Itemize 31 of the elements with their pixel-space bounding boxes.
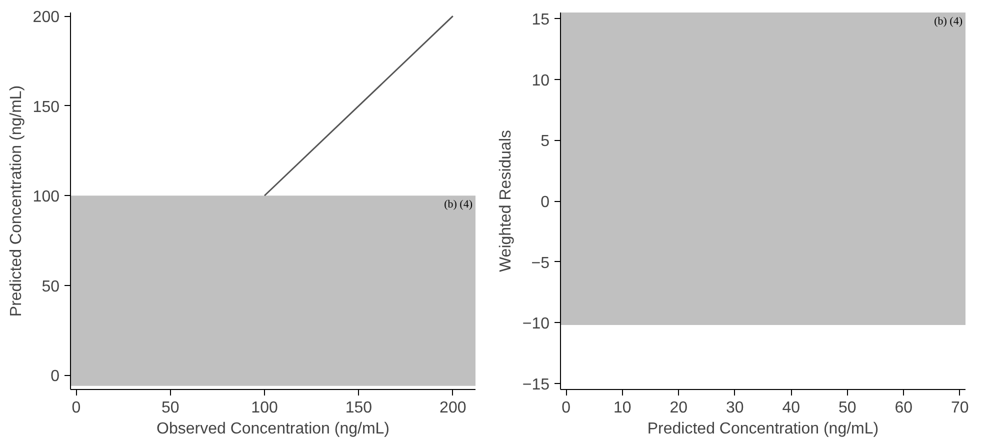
y-tick-label: −10	[522, 316, 550, 333]
x-tick-label: 10	[613, 400, 632, 416]
x-tick-label: 40	[782, 400, 800, 416]
x-axis-title: Observed Concentration (ng/mL)	[156, 420, 390, 438]
y-tick-label: −5	[531, 254, 550, 272]
x-tick-label: 100	[251, 400, 278, 416]
y-tick-label: 15	[532, 12, 550, 29]
y-tick-label: 50	[42, 278, 60, 296]
y-tick-label: 0	[50, 368, 60, 386]
x-tick-label: 30	[726, 400, 744, 416]
y-tick-label: 0	[540, 194, 550, 211]
x-tick-label: 60	[894, 400, 913, 416]
x-tick-label: 0	[562, 400, 571, 416]
x-tick-label: 20	[670, 400, 688, 416]
x-tick-label: 70	[950, 400, 969, 416]
y-axis-title: Predicted Concentration (ng/mL)	[8, 85, 25, 317]
annotation: (b) (4)	[444, 198, 473, 211]
x-tick-label: 50	[838, 400, 856, 416]
y-tick-label: −15	[522, 376, 550, 394]
x-tick-label: 50	[161, 400, 180, 416]
y-tick-label: 100	[32, 188, 60, 206]
y-tick-label: 200	[32, 9, 60, 26]
x-axis-title: Predicted Concentration (ng/mL)	[647, 420, 879, 438]
x-tick-label: 200	[440, 400, 466, 416]
x-tick-label: 0	[72, 400, 81, 416]
y-tick-label: 10	[532, 72, 550, 90]
y-axis-title: Weighted Residuals	[497, 130, 514, 272]
x-tick-label: 150	[345, 400, 372, 416]
annotation: (b) (4)	[934, 16, 963, 28]
y-tick-label: 5	[540, 133, 550, 150]
y-tick-label: 150	[32, 98, 60, 116]
